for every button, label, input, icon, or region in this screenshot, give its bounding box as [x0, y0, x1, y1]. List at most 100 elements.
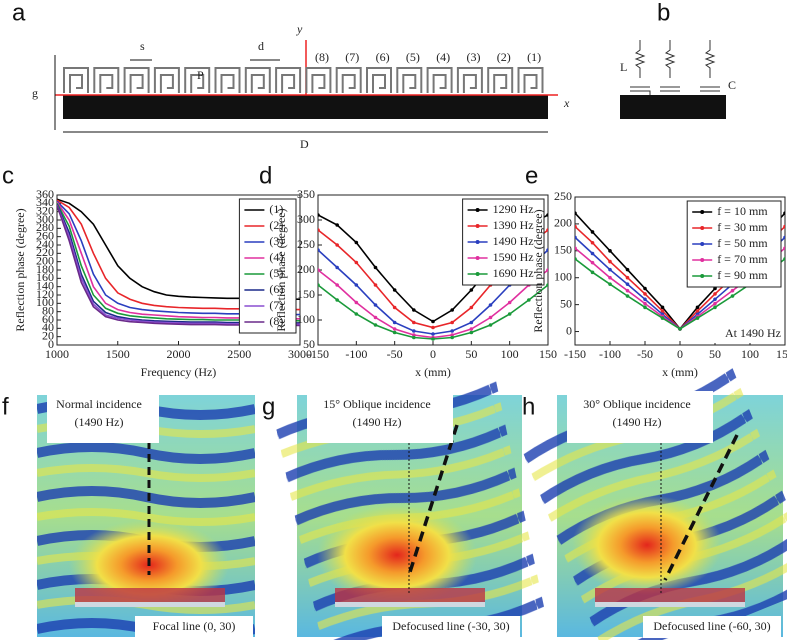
data-point: [590, 260, 595, 265]
data-point: [488, 303, 493, 307]
legend-label: (7): [269, 298, 283, 312]
unit-cell: [366, 67, 392, 93]
field-frequency: (1490 Hz): [353, 415, 402, 429]
panel-label: b: [657, 0, 670, 26]
field-caption: Defocused line (-30, 30): [392, 619, 509, 633]
data-point: [373, 265, 378, 270]
data-point: [625, 294, 630, 298]
data-point: [335, 243, 339, 247]
y-tick-label: 60: [42, 312, 54, 326]
data-point: [354, 260, 359, 265]
x-tick-label: -150: [564, 347, 586, 361]
data-point: [643, 305, 647, 310]
cell-label: (1): [527, 50, 541, 64]
x-tick-label: 100: [501, 347, 519, 361]
unit-cell: [517, 67, 544, 93]
dim-label: s: [140, 39, 145, 53]
dim-label: P: [197, 68, 204, 82]
data-point: [783, 235, 785, 240]
y-tick-label: 200: [297, 262, 315, 276]
legend-label: (4): [269, 250, 283, 264]
unit-cell: [123, 67, 150, 93]
unit-cell: [93, 67, 120, 93]
y-tick-label: 300: [36, 212, 54, 226]
y-axis-title: Reflection phase (degree): [13, 208, 27, 331]
data-point: [392, 320, 397, 325]
incident-arrow: [407, 424, 459, 576]
x-tick-label: 100: [741, 347, 759, 361]
cell-label: (8): [315, 50, 329, 64]
data-point: [488, 315, 493, 320]
legend-label: f = 50 mm: [717, 236, 768, 250]
data-point: [713, 305, 717, 310]
data-point: [373, 303, 378, 307]
data-point: [354, 283, 359, 287]
unit-cell: [153, 67, 180, 93]
dim-label: D: [300, 137, 309, 151]
axis-label: x: [563, 96, 570, 110]
data-point: [335, 298, 339, 302]
data-point: [695, 305, 700, 310]
data-point: [590, 230, 595, 234]
data-point: [354, 312, 359, 316]
legend-label: (5): [269, 266, 283, 280]
data-point: [713, 292, 717, 296]
data-point: [392, 327, 397, 331]
data-point: [318, 228, 320, 232]
y-tick-label: 100: [297, 312, 315, 326]
field-panel: 15° Oblique incidence (1490 Hz) Defocuse…: [274, 374, 545, 640]
data-point: [590, 270, 595, 275]
data-point: [392, 330, 397, 335]
data-point: [431, 319, 435, 324]
x-tick-label: -50: [387, 347, 403, 361]
legend-label: f = 10 mm: [717, 204, 768, 218]
data-point: [412, 333, 416, 337]
legend-marker: [475, 256, 480, 260]
cell-label: (6): [376, 50, 390, 64]
legend-label: f = 30 mm: [717, 220, 768, 234]
data-point: [450, 333, 454, 337]
data-point: [575, 224, 577, 229]
unit-cell: [305, 67, 332, 93]
y-tick-label: 150: [554, 243, 572, 257]
legend-marker: [475, 224, 480, 228]
data-point: [431, 325, 435, 330]
legend-marker: [700, 258, 705, 262]
diagram-a: y x s d P g D: [32, 22, 570, 151]
legend-label: 1690 Hz: [493, 266, 534, 280]
data-point: [469, 327, 474, 331]
data-point: [608, 282, 612, 286]
legend-marker: [700, 274, 705, 278]
field-frequency: (1490 Hz): [613, 415, 662, 429]
data-point: [590, 251, 595, 256]
data-point: [660, 309, 665, 313]
x-tick-label: 1500: [106, 347, 130, 361]
data-point: [318, 248, 320, 252]
data-point: [783, 257, 785, 261]
data-point: [392, 288, 397, 292]
data-point: [335, 265, 339, 270]
data-point: [412, 308, 416, 312]
legend-marker: [475, 272, 480, 276]
unit-cell: [63, 67, 89, 93]
field-title: Normal incidence: [56, 397, 142, 411]
y-tick-label: 120: [36, 287, 54, 301]
data-point: [392, 305, 397, 310]
lens-base: [75, 602, 225, 607]
x-tick-label: 50: [465, 347, 477, 361]
data-point: [660, 316, 665, 320]
y-tick-label: 260: [36, 228, 54, 242]
x-tick-label: 0: [677, 347, 683, 361]
x-tick-label: 3000: [288, 347, 312, 361]
y-tick-label: 220: [36, 245, 54, 259]
series-line: [318, 284, 548, 340]
field-caption: Focal line (0, 30): [153, 619, 236, 633]
chart: 50 100 150 200 250 300 350 -150 -100 -50 0 50 100 150…: [274, 187, 557, 379]
y-tick-label: 320: [36, 203, 54, 217]
data-point: [575, 257, 577, 261]
legend-marker: [475, 240, 480, 244]
cell-label: (7): [345, 50, 359, 64]
x-tick-label: -150: [307, 347, 329, 361]
legend-label: 1590 Hz: [493, 250, 534, 264]
label-box: [307, 391, 453, 443]
